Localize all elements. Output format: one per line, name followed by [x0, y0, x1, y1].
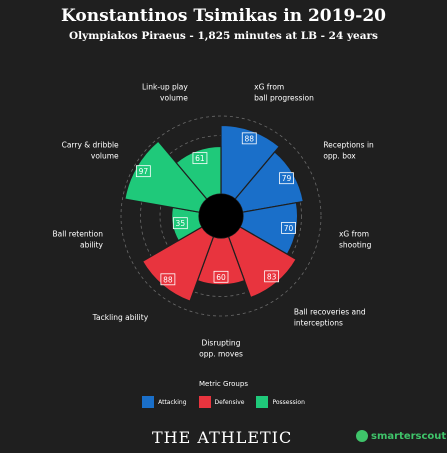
smarterscout-logo: smarterscout [356, 430, 446, 442]
smarterscout-icon [356, 430, 368, 442]
legend: Attacking Defensive Possession [0, 396, 447, 408]
category-label-3: xG from shooting [339, 229, 372, 249]
center-hole [199, 194, 243, 238]
category-label-6: Tackling ability [92, 313, 149, 322]
chart-subtitle: Olympiakos Piraeus - 1,825 minutes at LB… [69, 30, 378, 42]
legend-item-attacking: Attacking [142, 396, 187, 408]
svg-text:35: 35 [176, 219, 186, 228]
svg-text:97: 97 [139, 167, 149, 176]
bar-6 [141, 226, 215, 302]
category-label-1: xG from ball progression [254, 82, 314, 102]
legend-label: Possession [272, 398, 305, 406]
value-label-9: 61 [192, 152, 208, 165]
legend-item-defensive: Defensive [198, 396, 245, 408]
category-label-2: Receptions in opp. box [323, 141, 374, 161]
legend-swatch-attacking [142, 396, 155, 408]
svg-text:88: 88 [163, 275, 173, 284]
legend-title: Metric Groups [199, 380, 248, 388]
svg-text:83: 83 [267, 272, 277, 281]
svg-text:60: 60 [216, 273, 226, 282]
chart-title: Konstantinos Tsimikas in 2019-20 [60, 6, 386, 26]
category-label-4: Ball recoveries and interceptions [294, 308, 366, 328]
legend-label: Defensive [214, 398, 245, 406]
bar-3 [239, 202, 299, 256]
smarterscout-label: smarterscout [371, 430, 447, 442]
value-label-6: 88 [160, 273, 176, 286]
legend-label: Attacking [158, 398, 187, 406]
legend-swatch-defensive [198, 396, 211, 408]
category-label-5: Disrupting opp. moves [199, 339, 243, 359]
value-label-2: 79 [279, 172, 294, 185]
athletic-logo: THE ATHLETIC [152, 428, 293, 447]
category-label-9: Link-up play volume [142, 82, 188, 102]
value-label-5: 60 [213, 270, 229, 283]
category-label-8: Carry & dribble volume [62, 141, 119, 161]
category-label-7: Ball retention ability [52, 229, 103, 249]
value-label-4: 83 [264, 270, 280, 283]
polar-chart: 88 79 70 83 60 88 35 97 61 xG from ball progressio… [52, 82, 374, 359]
svg-text:79: 79 [282, 174, 292, 183]
value-label-1: 88 [241, 132, 257, 145]
svg-text:88: 88 [244, 134, 254, 143]
legend-item-possession: Possession [256, 396, 305, 408]
svg-text:70: 70 [284, 224, 294, 233]
svg-text:61: 61 [195, 154, 205, 163]
bar-4 [227, 226, 297, 299]
legend-swatch-possession [256, 396, 269, 408]
value-label-3: 70 [281, 222, 296, 234]
value-label-7: 35 [172, 217, 188, 230]
grid-ring-4 [120, 115, 322, 317]
value-label-8: 97 [135, 165, 151, 178]
